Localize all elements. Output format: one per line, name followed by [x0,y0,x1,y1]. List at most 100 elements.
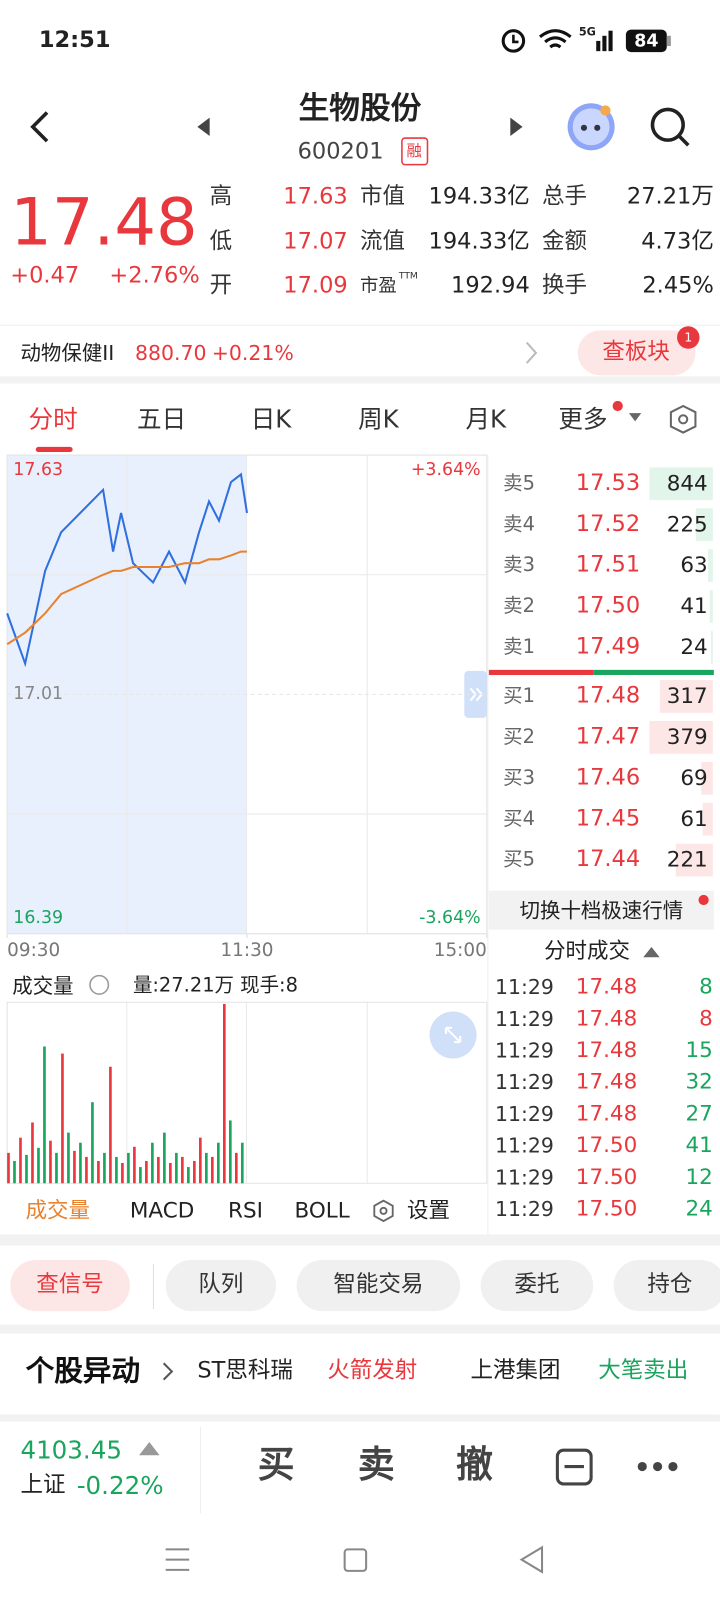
action-label[interactable]: 持仓 [647,1272,693,1298]
status-time: 12:51 [38,27,111,54]
stat-label: 金额 [542,229,588,255]
trade-price: 17.48 [575,1005,638,1031]
volume-bar [193,1160,196,1184]
depth-qty: 221 [666,847,708,872]
stat-label: 开 [209,273,233,299]
trade-button[interactable]: 卖 [357,1444,395,1486]
search-icon[interactable] [650,107,690,147]
trade-button[interactable]: 买 [257,1444,295,1486]
depth-toggle[interactable]: 切换十档极速行情 [519,897,684,923]
trade-price: 17.50 [575,1132,638,1158]
volume-bar [181,1156,184,1184]
prev-stock-icon[interactable] [197,117,210,137]
volume-bar [37,1147,40,1184]
chart-tab[interactable]: 周K [358,404,399,434]
alert-stock[interactable]: 上港集团 [470,1358,561,1384]
trade-time: 11:29 [494,1038,554,1063]
indicator-tab[interactable]: RSI [228,1198,263,1223]
nav-bar[interactable] [165,1545,544,1574]
volume-bar [151,1142,154,1184]
action-chip[interactable] [480,1259,594,1312]
alert-event[interactable]: 火箭发射 [327,1358,418,1384]
action-label[interactable]: 队列 [198,1272,244,1298]
section-gap [0,1414,720,1422]
next-stock-icon[interactable] [510,117,523,137]
price-tick-label: 17.63 [13,459,64,481]
chart-tab[interactable]: 日K [250,404,292,434]
depth-qty: 61 [680,806,708,831]
index-name: 上证 [20,1472,66,1499]
action-label[interactable]: 委托 [514,1272,560,1298]
action-label[interactable]: 智能交易 [333,1272,424,1298]
indicator-tab[interactable]: 成交量 [25,1198,90,1223]
depth-price: 17.49 [575,634,641,660]
volume-bar [55,1152,58,1184]
margin-badge-box [401,137,429,166]
stat-label-sup: TTM [398,271,418,282]
trade-button[interactable]: 撤 [456,1444,493,1486]
trade-qty: 8 [699,1005,713,1031]
alert-stock[interactable]: ST思科瑞 [197,1358,293,1384]
trades-caret[interactable] [643,947,660,958]
volume-bar [19,1137,22,1184]
depth-qty: 41 [680,593,708,619]
action-chip[interactable] [613,1259,720,1312]
indicator-tab[interactable]: 设置 [407,1198,450,1223]
volume-summary: 量:27.21万 现手:8 [132,974,298,997]
action-label[interactable]: 查信号 [36,1272,104,1298]
volume-bar [222,1003,226,1184]
network-type: 5G [578,25,596,39]
sector-change: +0.21% [211,340,294,366]
toggle-row-bg[interactable] [488,890,714,930]
assistant-avatar[interactable] [567,103,615,151]
action-chip[interactable] [10,1259,130,1312]
volume-bar [217,1142,220,1184]
alert-event[interactable]: 大笔卖出 [598,1358,689,1384]
chart-settings-icon[interactable] [669,404,697,434]
sector-chevron[interactable] [525,341,538,364]
chart-tab[interactable]: 更多 [558,404,608,434]
depth-bar [711,631,713,664]
depth-bar [649,467,713,501]
action-chip[interactable] [296,1259,461,1312]
indicator-tab[interactable]: BOLL [294,1198,350,1223]
sector-button[interactable] [577,330,696,376]
stat-value: 2.45% [642,273,714,299]
depth-price: 17.45 [575,805,641,832]
volume-bar [157,1156,160,1184]
pct-tick-label: -3.64% [419,907,481,929]
more-menu[interactable] [637,1461,678,1472]
volume-bar [133,1146,136,1184]
section-gap [0,376,720,384]
depth-price: 17.47 [575,724,641,750]
indicator-tab[interactable]: MACD [129,1198,195,1223]
volume-bar [175,1152,178,1184]
more-caret[interactable] [628,413,642,422]
volume-bar [91,1102,94,1184]
volume-bar [103,1152,106,1184]
chart-tab[interactable]: 分时 [28,404,78,434]
depth-label: 卖1 [503,635,535,659]
action-chip[interactable] [165,1259,277,1312]
time-tick-label: 15:00 [433,939,487,962]
indicator-settings-icon[interactable] [373,1199,394,1223]
sector-button-label[interactable]: 查板块 [602,339,670,366]
back-icon[interactable] [30,111,49,143]
volume-bar [169,1163,172,1184]
order-book-icon[interactable] [555,1448,593,1486]
help-icon[interactable] [89,974,110,995]
volume-bar [109,1066,112,1184]
sector-badge: 1 [684,330,693,345]
sector-value: 880.70 [134,340,207,366]
depth-label: 买2 [503,725,535,749]
sector-badge-dot [677,326,700,349]
chart-tab[interactable]: 五日 [137,404,187,434]
expand-button[interactable] [429,1011,477,1059]
price-tick-label: 16.39 [13,907,64,929]
trade-time: 11:29 [494,1133,554,1158]
depth-qty: 844 [666,470,708,496]
volume-bar [199,1137,202,1184]
chart-tab[interactable]: 月K [465,404,507,434]
spread-bar-bid [488,669,594,675]
